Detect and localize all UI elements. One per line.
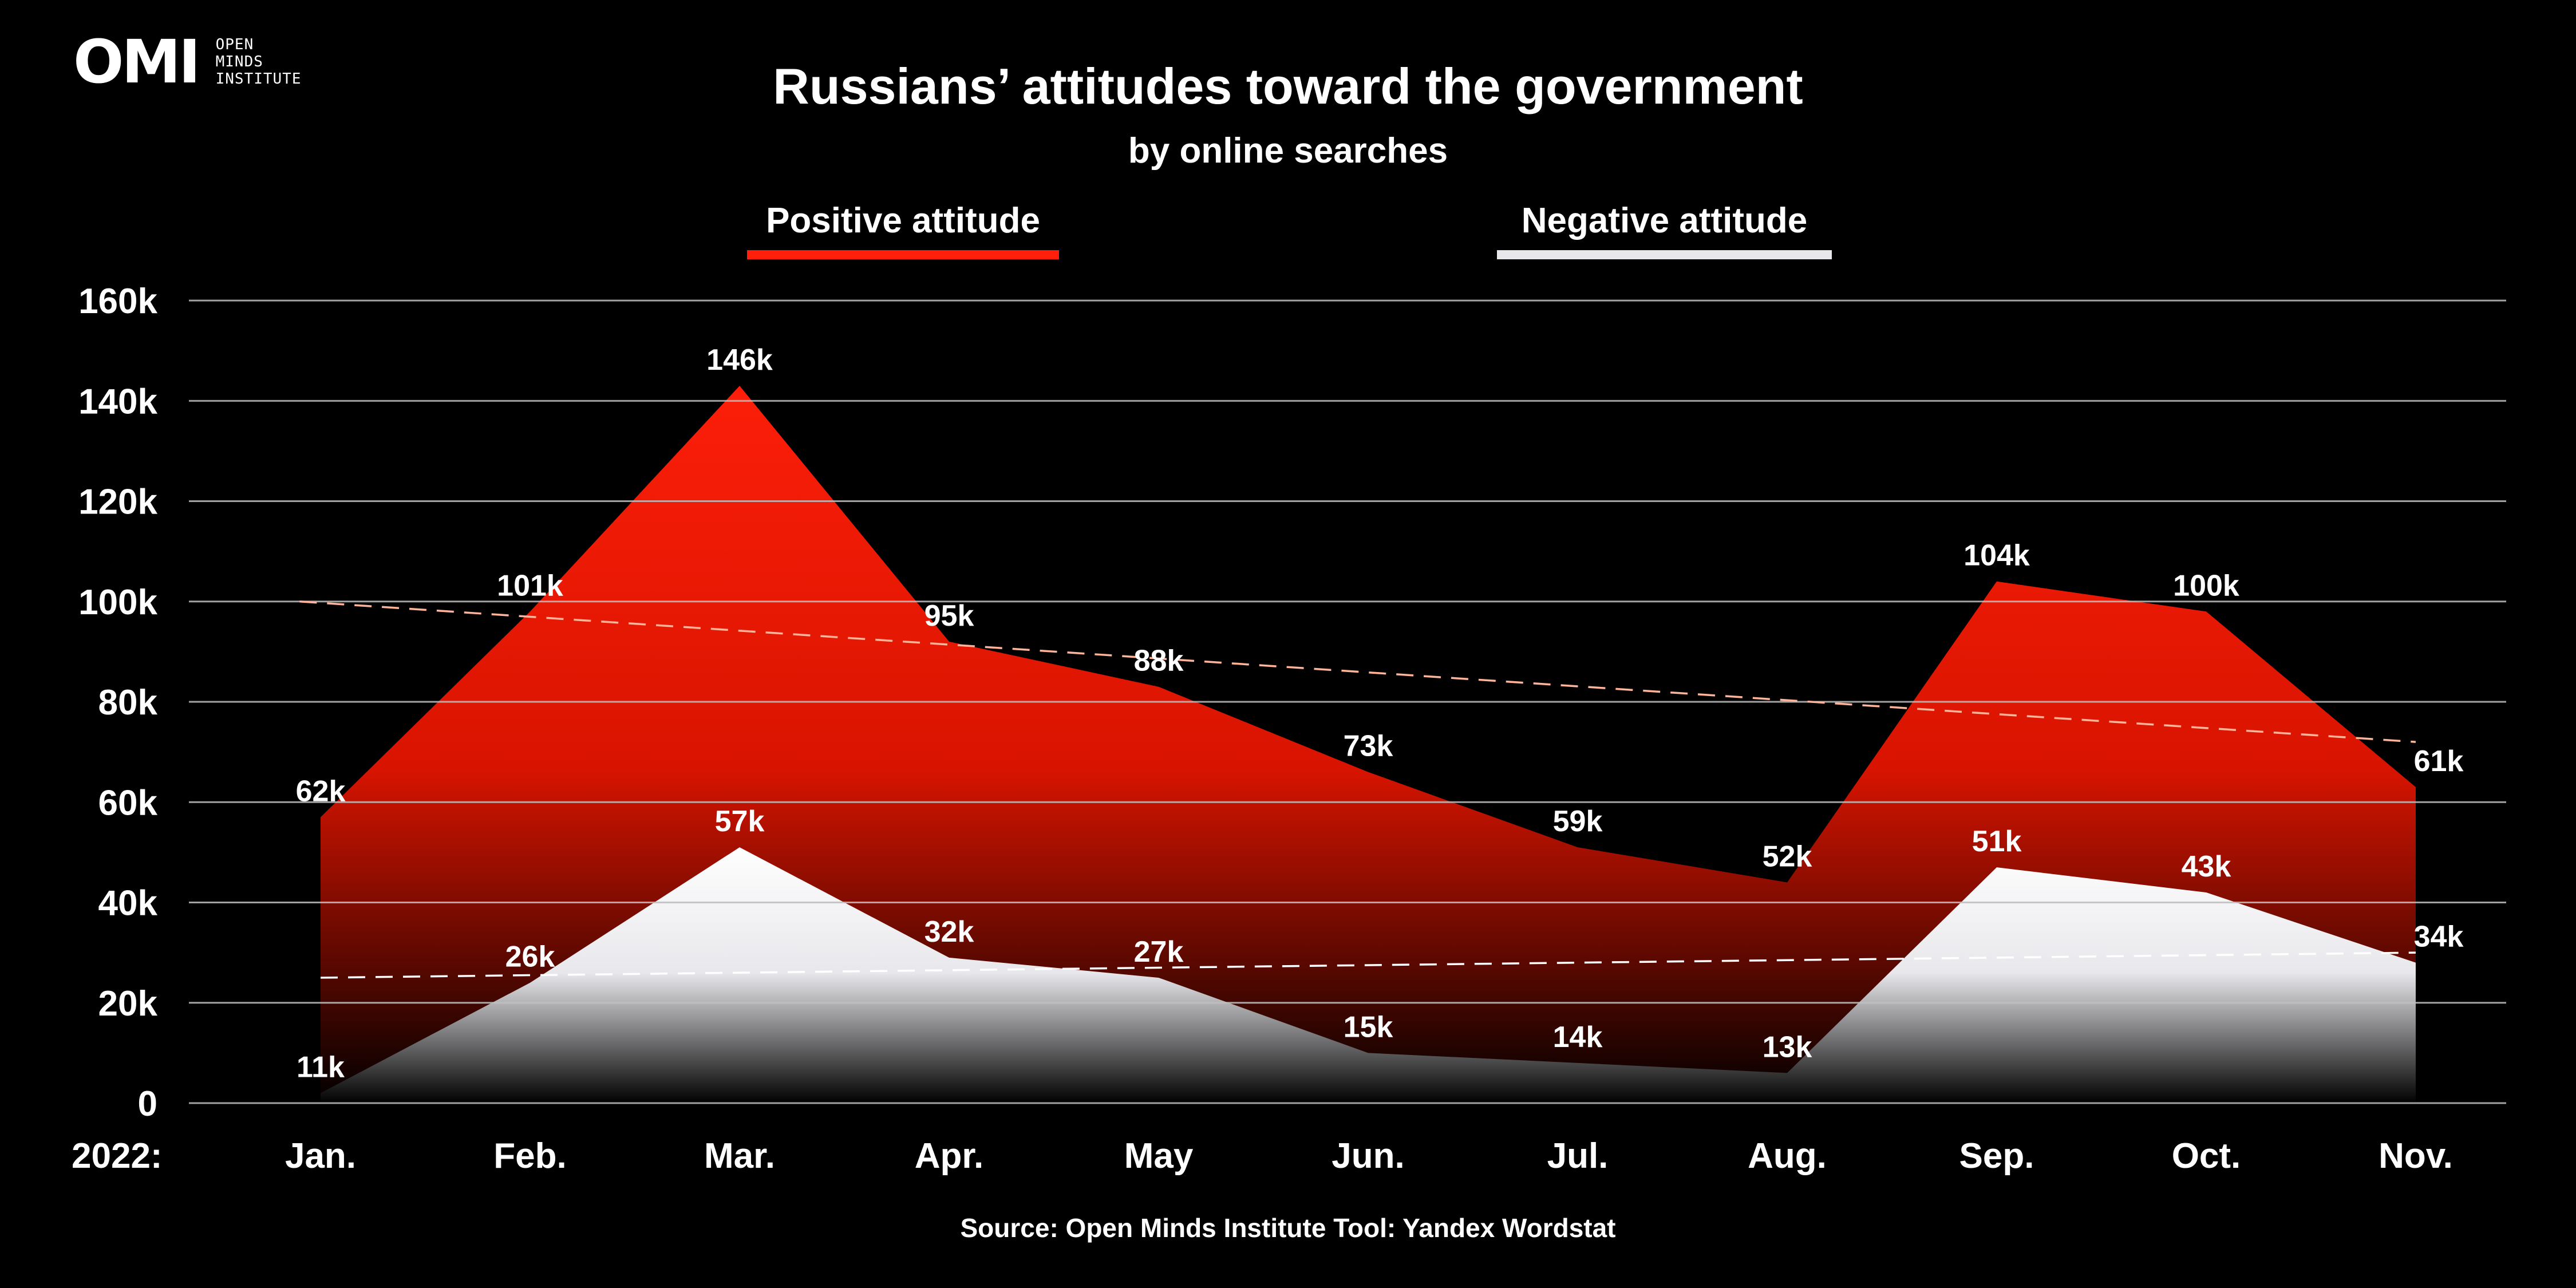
logo-line-3: INSTITUTE <box>215 70 302 88</box>
positive-data-label-jul: 59k <box>1553 805 1603 838</box>
x-tick-label-jul: Jul. <box>1547 1136 1609 1176</box>
y-tick-label-40k: 40k <box>98 884 158 923</box>
legend-positive-swatch <box>747 250 1059 259</box>
negative-data-label-jan: 11k <box>297 1050 345 1084</box>
negative-data-label-feb: 26k <box>505 941 555 974</box>
x-tick-label-jan: Jan. <box>285 1136 356 1176</box>
legend-negative-swatch <box>1497 250 1832 259</box>
y-tick-label-60k: 60k <box>98 783 158 823</box>
negative-data-label-aug: 13k <box>1763 1030 1812 1064</box>
positive-data-label-sep: 104k <box>1963 539 2030 572</box>
negative-trend-line <box>320 951 2416 979</box>
legend-positive-label: Positive attitude <box>766 201 1040 240</box>
negative-data-label-jun: 15k <box>1344 1010 1393 1044</box>
omi-logo: OMI OPEN MINDS INSTITUTE <box>73 32 302 92</box>
x-tick-label-nov: Nov. <box>2379 1136 2453 1176</box>
legend-negative-label: Negative attitude <box>1521 201 1808 240</box>
positive-data-label-jan: 62k <box>296 775 346 808</box>
x-tick-label-mar: Mar. <box>704 1136 775 1176</box>
positive-data-label-jun: 73k <box>1344 730 1393 763</box>
chart-subtitle: by online searches <box>1128 131 1448 171</box>
negative-data-label-apr: 32k <box>924 915 974 949</box>
y-tick-label-160k: 160k <box>78 282 157 321</box>
x-tick-label-apr: Apr. <box>915 1136 984 1176</box>
x-tick-label-jun: Jun. <box>1332 1136 1404 1176</box>
negative-data-label-sep: 51k <box>1972 825 2022 858</box>
positive-data-label-aug: 52k <box>1763 840 1812 873</box>
x-tick-label-oct: Oct. <box>2172 1136 2241 1176</box>
source-note: Source: Open Minds Institute Tool: Yande… <box>960 1213 1616 1243</box>
logo-text: OPEN MINDS INSTITUTE <box>216 36 302 88</box>
y-tick-label-20k: 20k <box>98 984 158 1024</box>
x-tick-label-aug: Aug. <box>1748 1136 1827 1176</box>
legend-positive: Positive attitude <box>747 200 1059 259</box>
negative-data-label-oct: 43k <box>2182 850 2231 883</box>
positive-data-label-mar: 146k <box>706 343 773 377</box>
negative-data-label-mar: 57k <box>715 805 765 838</box>
y-tick-label-80k: 80k <box>98 683 158 722</box>
negative-data-label-may: 27k <box>1134 935 1184 969</box>
x-tick-label-sep: Sep. <box>1959 1136 2034 1176</box>
logo-line-2: MINDS <box>215 53 263 70</box>
negative-data-label-jul: 14k <box>1553 1021 1603 1054</box>
x-tick-label-feb: Feb. <box>493 1136 566 1176</box>
y-tick-label-100k: 100k <box>78 583 157 622</box>
positive-data-label-oct: 100k <box>2173 569 2239 602</box>
chart-title: Russians’ attitudes toward the governmen… <box>773 58 1803 114</box>
positive-data-label-feb: 101k <box>497 569 563 602</box>
logo-line-1: OPEN <box>215 36 254 53</box>
y-tick-label-0: 0 <box>138 1084 157 1124</box>
y-tick-label-140k: 140k <box>78 382 157 421</box>
legend-negative: Negative attitude <box>1497 200 1832 259</box>
negative-area <box>321 847 2416 1103</box>
positive-data-label-apr: 95k <box>924 599 974 633</box>
logo-mark: OMI <box>73 27 201 97</box>
x-tick-label-may: May <box>1124 1136 1194 1176</box>
y-tick-label-120k: 120k <box>78 483 157 522</box>
positive-data-label-nov: 61k <box>2414 745 2464 778</box>
negative-data-label-nov: 34k <box>2414 920 2464 954</box>
x-axis-prefix: 2022: <box>72 1136 163 1176</box>
positive-data-label-may: 88k <box>1134 645 1184 678</box>
positive-trend-line <box>299 600 2416 743</box>
